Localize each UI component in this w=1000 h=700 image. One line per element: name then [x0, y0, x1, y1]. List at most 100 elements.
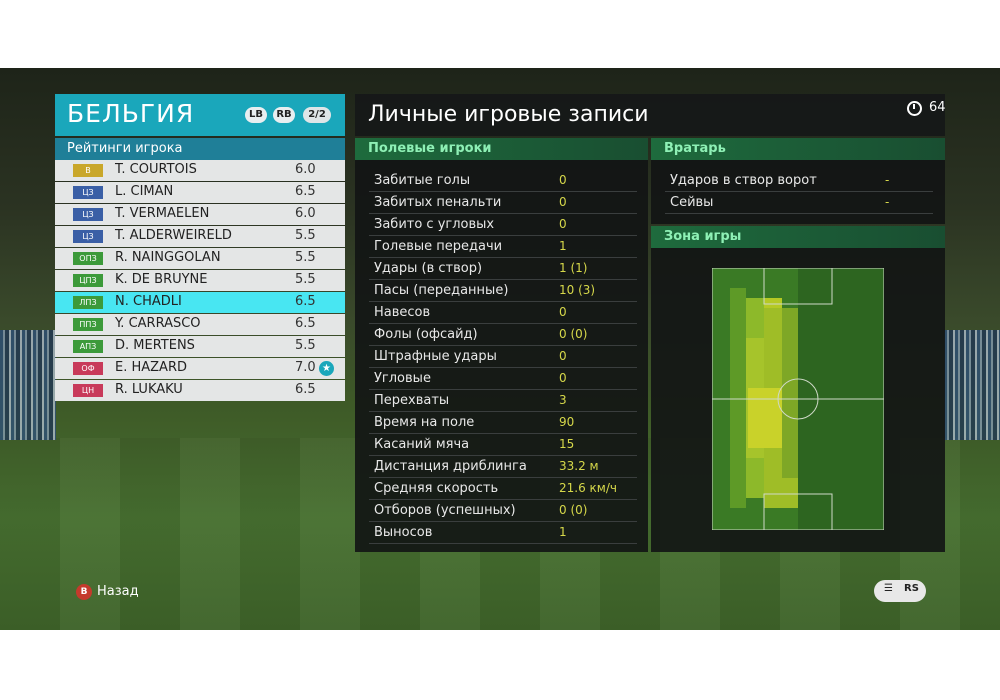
stat-label: Фолы (офсайд)	[374, 327, 478, 342]
player-row[interactable]: ЛПЗ N. CHADLI 6.5	[55, 292, 345, 313]
stat-label: Забитые голы	[374, 173, 471, 188]
player-row[interactable]: АПЗ D. MERTENS 5.5	[55, 336, 345, 357]
ratings-header: Рейтинги игрока	[55, 138, 345, 160]
position-badge: ЦЗ	[73, 208, 103, 221]
stat-row: Забитые голы 0	[369, 170, 637, 192]
field-players-header: Полевые игроки	[355, 138, 648, 160]
stat-row: Касаний мяча 15	[369, 434, 637, 456]
position-badge: В	[73, 164, 103, 177]
stat-label: Удары (в створ)	[374, 261, 483, 276]
goalkeeper-stats: Ударов в створ ворот - Сейвы -	[651, 160, 945, 224]
match-timer: 64	[929, 100, 946, 115]
player-name: R. NAINGGOLAN	[115, 250, 221, 265]
position-badge: ЦЗ	[73, 186, 103, 199]
heatmap-graphic	[712, 268, 884, 530]
player-row[interactable]: ЦН R. LUKAKU 6.5	[55, 380, 345, 401]
stat-value: 0	[559, 371, 567, 385]
player-name: Y. CARRASCO	[115, 316, 201, 331]
player-row[interactable]: ЦЗ L. CIMAN 6.5	[55, 182, 345, 203]
chat-icon[interactable]: ☰	[884, 583, 893, 594]
stat-value: 1	[559, 239, 567, 253]
gk-stat-label: Сейвы	[670, 195, 714, 210]
player-name: K. DE BRUYNE	[115, 272, 208, 287]
stat-row: Средняя скорость 21.6 км/ч	[369, 478, 637, 500]
chat-rs-buttons[interactable]: ☰ RS	[874, 580, 926, 602]
player-list: В T. COURTOIS 6.0 ЦЗ L. CIMAN 6.5 ЦЗ T. VERMAEL…	[55, 160, 345, 402]
player-row[interactable]: ЦЗ T. ALDERWEIRELD 5.5	[55, 226, 345, 247]
field-players-stats: Забитые голы 0 Забитых пенальти 0 Забито с у…	[355, 160, 648, 552]
player-name: R. LUKAKU	[115, 382, 183, 397]
stat-label: Касаний мяча	[374, 437, 470, 452]
player-name: T. VERMAELEN	[115, 206, 210, 221]
stat-value: 1 (1)	[559, 261, 588, 275]
stat-value: 0	[559, 349, 567, 363]
position-badge: ЦЗ	[73, 230, 103, 243]
heatmap	[712, 268, 884, 530]
stat-row: Навесов 0	[369, 302, 637, 324]
position-badge: ОФ	[73, 362, 103, 375]
team-header: БЕЛЬГИЯ LB RB 2/2	[55, 94, 345, 136]
back-button-label[interactable]: Назад	[97, 584, 139, 599]
main-header: Личные игровые записи 64	[355, 94, 946, 136]
player-name: L. CIMAN	[115, 184, 174, 199]
player-name: E. HAZARD	[115, 360, 187, 375]
player-rating: 5.5	[295, 338, 316, 353]
stat-value: 0	[559, 195, 567, 209]
rb-button[interactable]: RB	[273, 107, 295, 123]
goalkeeper-header: Вратарь	[651, 138, 945, 160]
stat-value: 1	[559, 525, 567, 539]
stat-row: Штрафные удары 0	[369, 346, 637, 368]
player-name: D. MERTENS	[115, 338, 195, 353]
player-row[interactable]: ЦПЗ K. DE BRUYNE 5.5	[55, 270, 345, 291]
back-button-icon[interactable]: B	[76, 584, 92, 600]
stat-label: Голевые передачи	[374, 239, 503, 254]
stat-label: Время на поле	[374, 415, 475, 430]
player-row[interactable]: В T. COURTOIS 6.0	[55, 160, 345, 181]
player-rating: 5.5	[295, 272, 316, 287]
player-row[interactable]: ЦЗ T. VERMAELEN 6.0	[55, 204, 345, 225]
player-name: T. ALDERWEIRELD	[115, 228, 232, 243]
stat-row: Угловые 0	[369, 368, 637, 390]
stat-value: 0 (0)	[559, 503, 588, 517]
stat-label: Выносов	[374, 525, 433, 540]
player-row[interactable]: ОФ E. HAZARD 7.0 ★	[55, 358, 345, 379]
position-badge: ЦН	[73, 384, 103, 397]
gk-stat-label: Ударов в створ ворот	[670, 173, 817, 188]
position-badge: ЛПЗ	[73, 296, 103, 309]
player-name: T. COURTOIS	[115, 162, 197, 177]
stat-value: 90	[559, 415, 575, 429]
stat-label: Пасы (переданные)	[374, 283, 509, 298]
team-name: БЕЛЬГИЯ	[67, 99, 195, 128]
stat-row: Удары (в створ) 1 (1)	[369, 258, 637, 280]
player-rating: 5.5	[295, 250, 316, 265]
position-badge: ППЗ	[73, 318, 103, 331]
rs-button-icon[interactable]: RS	[904, 583, 919, 594]
stat-row: Выносов 1	[369, 522, 637, 544]
stat-label: Забитых пенальти	[374, 195, 502, 210]
lb-button[interactable]: LB	[245, 107, 267, 123]
player-rating: 6.0	[295, 162, 316, 177]
star-icon: ★	[319, 361, 334, 376]
player-rating: 6.0	[295, 206, 316, 221]
position-badge: ОПЗ	[73, 252, 103, 265]
stat-value: 33.2 м	[559, 459, 599, 473]
position-badge: АПЗ	[73, 340, 103, 353]
player-rating: 5.5	[295, 228, 316, 243]
stat-label: Штрафные удары	[374, 349, 497, 364]
stat-row: Дистанция дриблинга 33.2 м	[369, 456, 637, 478]
stat-value: 15	[559, 437, 575, 451]
ratings-header-label: Рейтинги игрока	[67, 141, 183, 156]
stat-label: Дистанция дриблинга	[374, 459, 527, 474]
player-rating: 6.5	[295, 382, 316, 397]
stat-label: Средняя скорость	[374, 481, 499, 496]
gk-stat-value: -	[885, 195, 890, 209]
stat-row: Забитых пенальти 0	[369, 192, 637, 214]
stat-row: Забито с угловых 0	[369, 214, 637, 236]
stat-value: 0	[559, 305, 567, 319]
crowd-right	[944, 330, 1000, 440]
player-row[interactable]: ППЗ Y. CARRASCO 6.5	[55, 314, 345, 335]
gk-stat-value: -	[885, 173, 890, 187]
stat-label: Угловые	[374, 371, 431, 386]
stat-value: 21.6 км/ч	[559, 481, 617, 495]
player-row[interactable]: ОПЗ R. NAINGGOLAN 5.5	[55, 248, 345, 269]
